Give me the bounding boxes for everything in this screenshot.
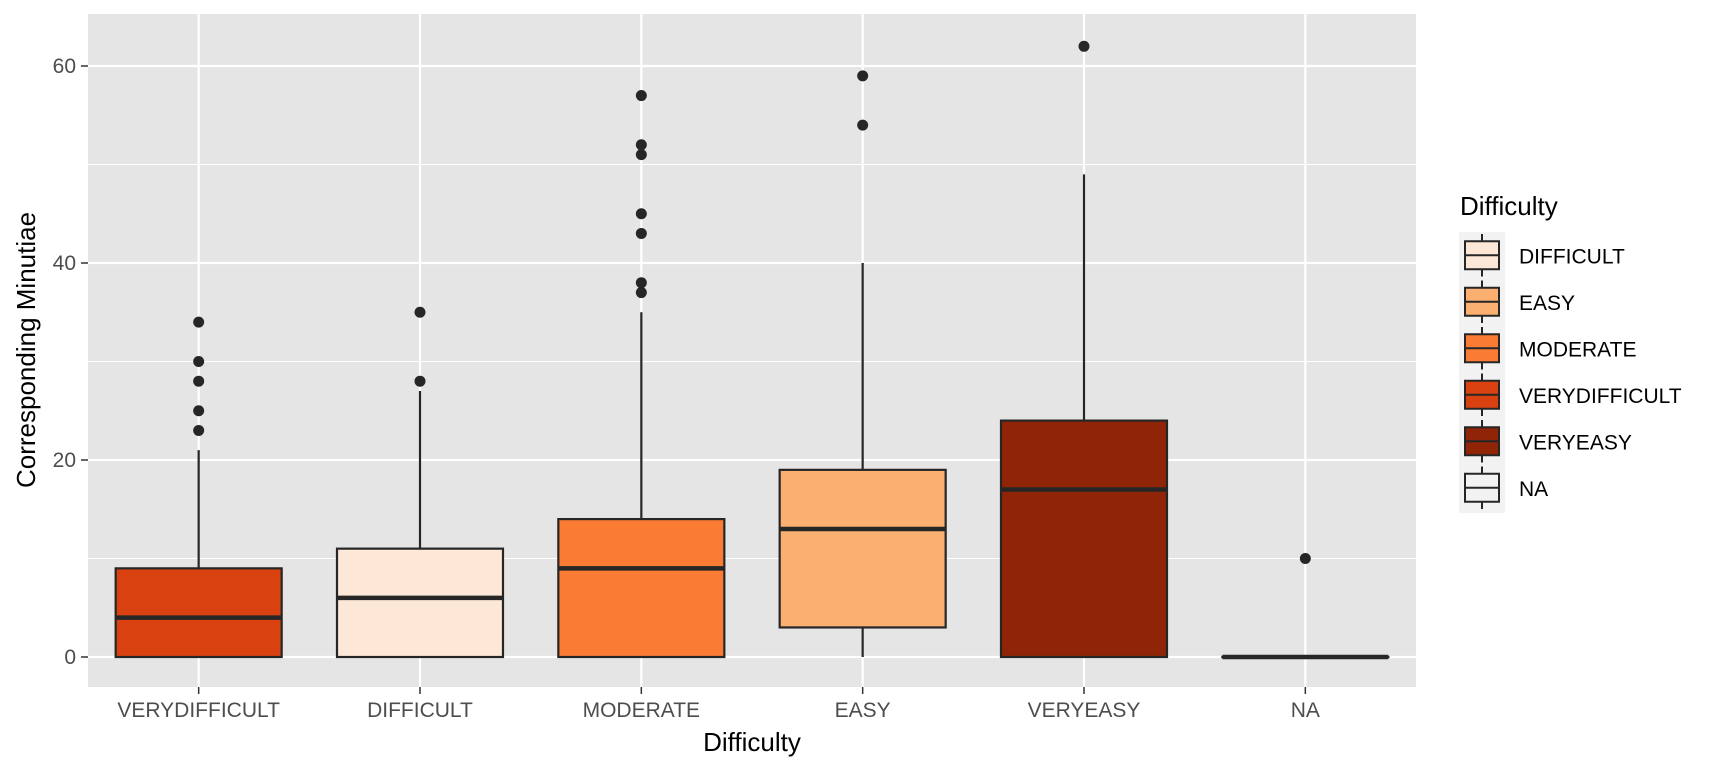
legend-item-easy: EASY [1464, 280, 1575, 323]
box-group-na [1221, 553, 1390, 660]
box-group-easy [778, 70, 947, 657]
x-tick-label: MODERATE [583, 699, 700, 722]
box-iqr [999, 419, 1169, 659]
outlier-point [414, 375, 426, 387]
legend-item-verydifficult: VERYDIFFICULT [1464, 373, 1682, 416]
legend-item-moderate: MODERATE [1464, 327, 1636, 370]
legend-item-difficult: DIFFICULT [1464, 234, 1625, 277]
legend-item-veryeasy: VERYEASY [1464, 420, 1632, 463]
box-group-difficult [335, 306, 505, 659]
y-axis: 0 20 40 60 [53, 55, 88, 669]
box-iqr [335, 547, 505, 659]
plot-panel [88, 14, 1416, 687]
legend-label: EASY [1519, 292, 1575, 315]
legend-label: VERYEASY [1519, 431, 1632, 454]
x-tick-label: VERYEASY [1028, 699, 1141, 722]
legend-label: MODERATE [1519, 338, 1636, 361]
outlier-point [635, 149, 647, 161]
outlier-point [635, 90, 647, 102]
x-tick-label: VERYDIFFICULT [117, 699, 280, 722]
box-group-moderate [557, 90, 726, 659]
y-axis-title: Corresponding Minutiae [11, 212, 41, 488]
outlier-point [193, 405, 205, 417]
box-iqr [114, 567, 283, 659]
outlier-point [635, 139, 647, 151]
box-iqr [778, 468, 947, 629]
outlier-point [857, 70, 869, 82]
box-series [114, 40, 1390, 660]
legend-label: NA [1519, 478, 1548, 501]
outlier-point [1078, 40, 1090, 52]
x-tick-label: EASY [835, 699, 891, 722]
legend-title: Difficulty [1460, 191, 1558, 221]
x-axis: VERYDIFFICULT DIFFICULT MODERATE EASY VERYEA… [117, 687, 1320, 722]
y-tick-label: 60 [53, 55, 76, 78]
y-tick-label: 0 [64, 646, 76, 669]
outlier-point [414, 306, 426, 318]
y-tick-label: 20 [53, 449, 76, 472]
outlier-point [193, 375, 205, 387]
y-tick-label: 40 [53, 252, 76, 275]
outlier-point [635, 227, 647, 239]
outlier-point [635, 208, 647, 220]
x-tick-label: DIFFICULT [367, 699, 473, 722]
legend: Difficulty DIFFICULT EASY MODERATE VERYDIFF… [1459, 191, 1682, 513]
legend-item-na: NA [1464, 466, 1548, 509]
outlier-point [635, 277, 647, 289]
legend-key-background [1459, 232, 1505, 513]
legend-label: VERYDIFFICULT [1519, 385, 1682, 408]
outlier-point [193, 424, 205, 436]
x-tick-label: NA [1291, 699, 1320, 722]
box-group-verydifficult [114, 316, 283, 659]
outlier-point [193, 316, 205, 328]
legend-label: DIFFICULT [1519, 245, 1625, 268]
outlier-point [1299, 553, 1311, 564]
box-iqr [557, 517, 726, 659]
box-group-veryeasy [999, 40, 1169, 659]
outlier-point [635, 287, 647, 299]
x-axis-title: Difficulty [703, 727, 801, 757]
outlier-point [193, 356, 205, 367]
outlier-point [857, 119, 869, 131]
